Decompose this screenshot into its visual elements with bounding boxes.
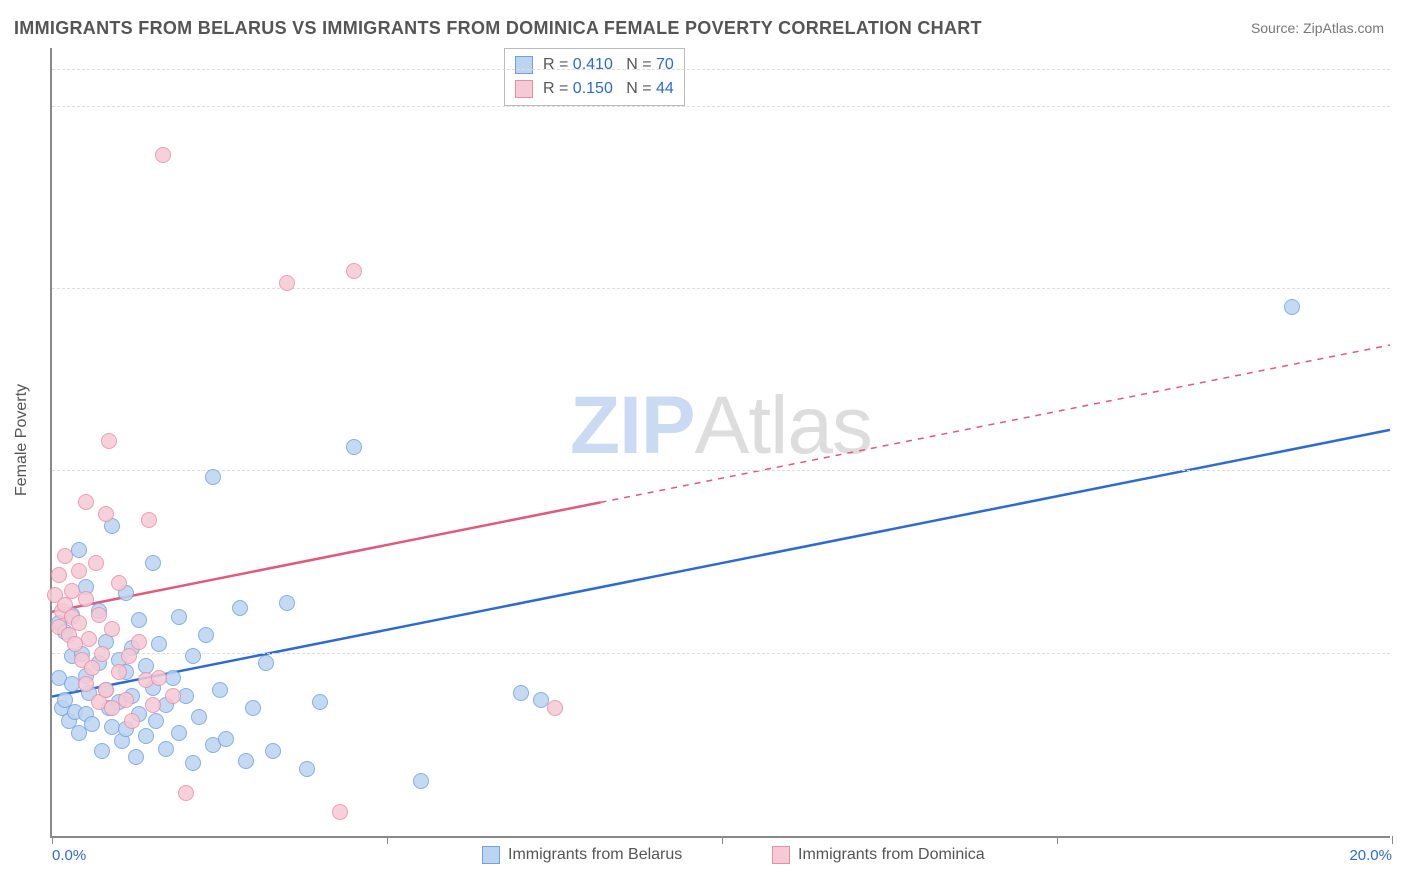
legend-row-dominica: R = 0.150 N = 44 xyxy=(515,77,674,101)
legend-bottom-swatch-belarus xyxy=(482,846,500,864)
data-point-dominica xyxy=(346,263,362,279)
data-point-dominica xyxy=(124,713,140,729)
data-point-belarus xyxy=(346,439,362,455)
data-point-belarus xyxy=(138,728,154,744)
data-point-belarus xyxy=(513,685,529,701)
data-point-belarus xyxy=(205,469,221,485)
legend-bottom-belarus: Immigrants from Belarus xyxy=(482,846,682,864)
data-point-dominica xyxy=(178,785,194,801)
x-tick xyxy=(1057,836,1058,844)
data-point-dominica xyxy=(131,634,147,650)
data-point-belarus xyxy=(232,600,248,616)
legend-stats-belarus: R = 0.410 N = 70 xyxy=(543,53,674,77)
data-point-dominica xyxy=(98,506,114,522)
data-point-dominica xyxy=(98,682,114,698)
data-point-belarus xyxy=(312,694,328,710)
data-point-dominica xyxy=(104,621,120,637)
data-point-dominica xyxy=(155,147,171,163)
y-axis-label: Female Poverty xyxy=(13,384,31,496)
data-point-belarus xyxy=(84,716,100,732)
legend-correlation: R = 0.410 N = 70R = 0.150 N = 44 xyxy=(504,48,685,106)
data-point-belarus xyxy=(128,749,144,765)
data-point-dominica xyxy=(91,607,107,623)
data-point-belarus xyxy=(148,713,164,729)
trendline-dominica-dashed xyxy=(601,345,1390,502)
legend-stats-dominica: R = 0.150 N = 44 xyxy=(543,77,674,101)
data-point-dominica xyxy=(145,697,161,713)
data-point-belarus xyxy=(151,636,167,652)
x-tick-label: 20.0% xyxy=(1349,847,1392,864)
x-tick xyxy=(1392,836,1393,844)
legend-bottom-swatch-dominica xyxy=(772,846,790,864)
data-point-belarus xyxy=(258,655,274,671)
data-point-belarus xyxy=(279,595,295,611)
data-point-belarus xyxy=(245,700,261,716)
data-point-dominica xyxy=(88,555,104,571)
data-point-dominica xyxy=(78,676,94,692)
data-point-dominica xyxy=(78,591,94,607)
data-point-dominica xyxy=(51,567,67,583)
data-point-dominica xyxy=(71,615,87,631)
data-point-belarus xyxy=(198,627,214,643)
watermark: ZIPAtlas xyxy=(570,379,872,473)
data-point-dominica xyxy=(101,433,117,449)
legend-bottom-dominica: Immigrants from Dominica xyxy=(772,846,985,864)
data-point-dominica xyxy=(57,548,73,564)
data-point-belarus xyxy=(299,761,315,777)
data-point-belarus xyxy=(131,612,147,628)
data-point-belarus xyxy=(185,648,201,664)
data-point-belarus xyxy=(171,609,187,625)
data-point-belarus xyxy=(218,731,234,747)
data-point-belarus xyxy=(158,741,174,757)
scatter-plot-area: ZIPAtlas R = 0.410 N = 70R = 0.150 N = 4… xyxy=(50,48,1390,838)
data-point-belarus xyxy=(94,743,110,759)
data-point-dominica xyxy=(165,688,181,704)
x-tick xyxy=(52,836,53,844)
data-point-dominica xyxy=(111,575,127,591)
x-tick-label: 0.0% xyxy=(52,847,86,864)
gridline-h xyxy=(52,653,1390,654)
legend-swatch-dominica xyxy=(515,80,533,98)
data-point-dominica xyxy=(279,275,295,291)
legend-row-belarus: R = 0.410 N = 70 xyxy=(515,53,674,77)
data-point-belarus xyxy=(191,709,207,725)
data-point-dominica xyxy=(332,804,348,820)
data-point-dominica xyxy=(94,646,110,662)
legend-bottom-label-belarus: Immigrants from Belarus xyxy=(508,846,682,864)
data-point-dominica xyxy=(118,692,134,708)
data-point-dominica xyxy=(121,648,137,664)
x-tick xyxy=(387,836,388,844)
data-point-dominica xyxy=(84,660,100,676)
data-point-belarus xyxy=(171,725,187,741)
data-point-dominica xyxy=(547,700,563,716)
data-point-dominica xyxy=(71,563,87,579)
chart-title: IMMIGRANTS FROM BELARUS VS IMMIGRANTS FR… xyxy=(14,18,982,39)
gridline-h xyxy=(52,288,1390,289)
legend-swatch-belarus xyxy=(515,56,533,74)
data-point-dominica xyxy=(78,494,94,510)
data-point-dominica xyxy=(141,512,157,528)
trendline-dominica-solid xyxy=(52,502,601,611)
data-point-belarus xyxy=(265,743,281,759)
legend-bottom-label-dominica: Immigrants from Dominica xyxy=(798,846,985,864)
gridline-h xyxy=(52,106,1390,107)
data-point-belarus xyxy=(185,755,201,771)
data-point-dominica xyxy=(111,664,127,680)
data-point-belarus xyxy=(145,555,161,571)
data-point-dominica xyxy=(81,631,97,647)
data-point-belarus xyxy=(238,753,254,769)
data-point-belarus xyxy=(212,682,228,698)
x-tick xyxy=(722,836,723,844)
gridline-h xyxy=(52,69,1390,70)
gridline-h xyxy=(52,470,1390,471)
trend-lines xyxy=(52,48,1390,836)
source-text: Source: ZipAtlas.com xyxy=(1251,20,1384,36)
data-point-dominica xyxy=(151,670,167,686)
data-point-belarus xyxy=(413,773,429,789)
data-point-belarus xyxy=(1284,299,1300,315)
